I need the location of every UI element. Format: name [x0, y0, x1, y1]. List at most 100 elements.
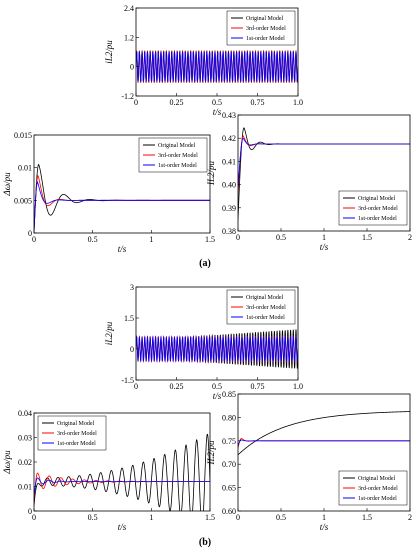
legend-label-a3-0: Original Model [358, 196, 395, 202]
legend-label-b1-0: Original Model [246, 295, 283, 301]
x-axis-label-a2: t/s [118, 244, 127, 254]
y-tick-label-b3-4: 0.80 [222, 413, 236, 422]
legend-label-b3-1: 3rd-order Model [358, 486, 398, 492]
legend-label-b2-2: 1st-order Model [57, 441, 96, 447]
y-tick-label-b2-0: 0 [28, 507, 32, 516]
x-tick-label-a3-4: 2 [408, 233, 412, 242]
x-tick-label-b1-0: 0 [134, 382, 138, 391]
chart-a2: 0 0.5 1 1.5 0 0.005 0.01 0.015 t/s Δω/pu Original … [2, 131, 215, 254]
y-axis-label-b2: Δω/pu [2, 450, 12, 475]
x-tick-label-a1-4: 1.0 [293, 98, 303, 107]
legend-label-b1-2: 1st-order Model [246, 315, 285, 321]
y-tick-label-a3-5: 0.43 [222, 111, 236, 120]
series-line-a3-1 [238, 135, 410, 197]
y-tick-label-b1-0: -1.5 [121, 376, 134, 385]
legend-b2: Original Model 3rd-order Model 1st-order M… [37, 415, 107, 451]
x-tick-label-a2-1: 0.5 [88, 235, 98, 244]
plot-frame-a2 [33, 134, 211, 234]
legend-label-a1-0: Original Model [246, 16, 283, 22]
x-tick-label-a2-0: 0 [32, 235, 36, 244]
series-line-a2-2 [34, 181, 210, 233]
y-tick-label-a3-4: 0.42 [222, 134, 236, 143]
chart-a1: 0 0.25 0.5 0.75 1.0-1.201.22.4t/siL2/puOrigi… [104, 4, 303, 117]
y-tick-label-b2-3: 0.03 [18, 434, 32, 443]
y-tick-label-a3-0: 0.38 [222, 227, 236, 236]
x-tick-label-b3-1: 0.5 [276, 513, 286, 522]
legend-label-b2-1: 3rd-order Model [57, 431, 97, 437]
series-line-b2-0 [34, 433, 210, 511]
y-tick-label-a2-3: 0.015 [14, 131, 32, 140]
legend-b3: Original Model 3rd-order Model 1st-order M… [338, 470, 408, 506]
x-axis-label-b2: t/s [118, 522, 127, 532]
x-tick-label-b2-0: 0 [32, 513, 36, 522]
y-tick-label-a1-0: -1.2 [121, 92, 134, 101]
y-axis-label-a3: IL2/pu [206, 161, 216, 187]
x-tick-label-b3-4: 2 [408, 513, 412, 522]
legend-a2: Original Model 3rd-order Model 1st-order M… [138, 137, 208, 173]
y-tick-label-a3-2: 0.40 [222, 181, 236, 190]
y-tick-label-b1-2: 1.5 [124, 314, 134, 323]
legend-label-b2-0: Original Model [57, 421, 94, 427]
legend-a3: Original Model 3rd-order Model 1st-order M… [338, 190, 408, 226]
y-tick-label-a1-2: 1.2 [124, 33, 134, 42]
y-tick-label-b3-5: 0.85 [222, 390, 236, 399]
y-axis-label-b1: iL2/pu [104, 321, 114, 345]
legend-label-b1-1: 3rd-order Model [246, 305, 286, 311]
x-axis-label-b1: t/s [213, 391, 222, 401]
series-line-a1-2 [136, 51, 298, 82]
y-tick-label-b1-1: 0 [130, 345, 134, 354]
y-tick-label-a1-1: 0 [130, 63, 134, 72]
chart-a3: 0 0.5 1 1.5 2 0.38 0.39 0.40 0.41 0.42 0.43 t/s IL2/… [206, 111, 412, 252]
series-line-b1-2 [136, 335, 298, 363]
y-tick-label-a2-2: 0.01 [18, 164, 32, 173]
x-tick-label-b3-3: 1.5 [362, 513, 372, 522]
x-tick-label-b2-1: 0.5 [88, 513, 98, 522]
y-axis-label-a1: iL2/pu [104, 40, 114, 64]
figure-label-a: (a) [199, 258, 211, 269]
y-tick-label-b2-1: 0.01 [18, 483, 32, 492]
x-tick-label-a3-2: 1 [322, 233, 326, 242]
chart-b2: 0 0.5 1 1.5 0 0.01 0.02 0.03 0.04 t/s Δω/pu Origina… [2, 409, 215, 532]
legend-label-a2-2: 1st-order Model [158, 163, 197, 169]
series-line-b2-2 [34, 477, 210, 497]
y-tick-label-a3-1: 0.39 [222, 204, 236, 213]
legend-label-b3-0: Original Model [358, 476, 395, 482]
series-line-a3-2 [238, 137, 410, 190]
x-tick-label-b1-3: 0.75 [251, 382, 265, 391]
x-axis-label-a3: t/s [320, 242, 329, 252]
figure-label-b: (b) [199, 537, 211, 548]
legend-a1: Original Model 3rd-order Model 1st-order M… [226, 10, 296, 46]
x-tick-label-a2-3: 1.5 [205, 235, 215, 244]
y-tick-label-b3-0: 0.60 [222, 507, 236, 516]
y-tick-label-a2-1: 0.005 [14, 196, 32, 205]
chart-b3: 0 0.5 1 1.5 20.600.650.700.750.800.85t/sIL2/… [206, 390, 412, 532]
series-line-a2-0 [34, 163, 210, 233]
y-tick-label-a1-3: 2.4 [124, 4, 134, 13]
x-tick-label-a1-3: 0.75 [251, 98, 265, 107]
y-tick-label-b3-2: 0.70 [222, 460, 236, 469]
x-tick-label-b3-2: 1 [322, 513, 326, 522]
legend-label-b3-2: 1st-order Model [358, 496, 397, 502]
legend-label-a2-0: Original Model [158, 143, 195, 149]
legend-label-a3-1: 3rd-order Model [358, 206, 398, 212]
x-tick-label-b3-0: 0 [236, 513, 240, 522]
x-tick-label-b1-2: 0.5 [212, 382, 222, 391]
y-tick-label-a3-3: 0.41 [222, 157, 236, 166]
legend-b1: Original Model 3rd-order Model 1st-order M… [226, 289, 296, 325]
chart-b1: 0 0.25 0.5 0.75 1.0-1.501.53t/siL2/puOrigina… [104, 283, 303, 401]
y-axis-label-a2: Δω/pu [2, 172, 12, 197]
y-tick-label-b2-4: 0.04 [18, 409, 32, 418]
x-tick-label-a3-1: 0.5 [276, 233, 286, 242]
x-tick-label-b1-4: 1.0 [293, 382, 303, 391]
y-tick-label-a2-0: 0 [28, 229, 32, 238]
x-axis-label-b3: t/s [320, 522, 329, 532]
series-line-b3-0 [238, 411, 410, 456]
x-tick-label-a1-0: 0 [134, 98, 138, 107]
x-tick-label-a3-0: 0 [236, 233, 240, 242]
x-tick-label-b1-1: 0.25 [170, 382, 184, 391]
y-tick-label-b3-1: 0.65 [222, 484, 236, 493]
y-tick-label-b2-2: 0.02 [18, 458, 32, 467]
x-tick-label-b2-2: 1 [149, 513, 153, 522]
legend-label-a2-1: 3rd-order Model [158, 153, 198, 159]
